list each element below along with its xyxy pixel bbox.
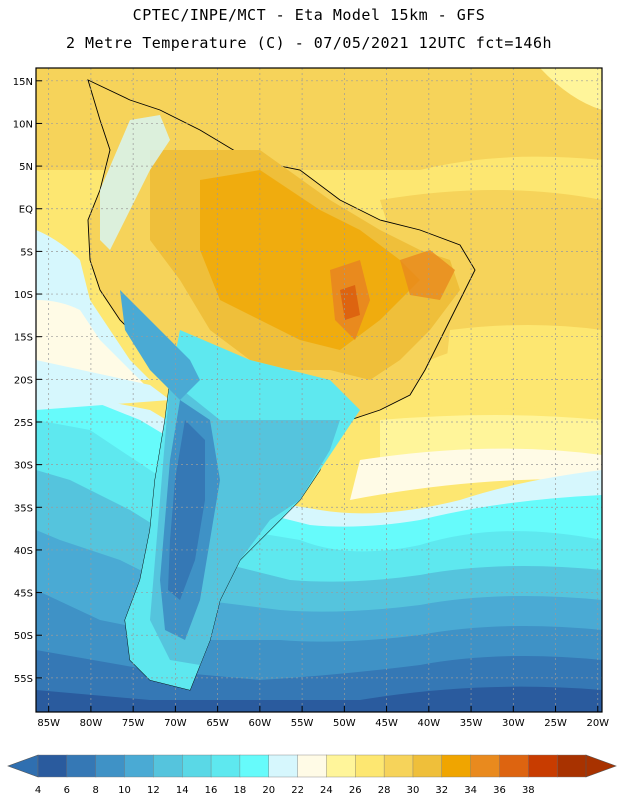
colorbar-swatch (210, 754, 241, 778)
longitude-axis: 85W 80W 75W 70W 65W 60W 55W 50W 45W 40W 35W 30W 25W 2… (37, 706, 609, 729)
lon-tick-label: 40W (418, 718, 441, 729)
lon-tick-label: 30W (502, 718, 525, 729)
colorbar-swatch (239, 754, 270, 778)
colorbar-swatch (556, 754, 587, 778)
colorbar-label: 4 (35, 785, 41, 796)
lon-tick-label: 35W (460, 718, 483, 729)
lon-tick-label: 50W (333, 718, 356, 729)
lat-tick-label: EQ (19, 205, 33, 216)
colorbar-label: 6 (64, 785, 70, 796)
colorbar-label: 8 (92, 785, 98, 796)
lon-tick-label: 75W (122, 718, 145, 729)
lon-tick-label: 45W (375, 718, 398, 729)
colorbar-swatch (66, 754, 97, 778)
lat-tick-label: 5S (20, 247, 33, 258)
colorbar-label: 24 (320, 785, 333, 796)
colorbar-swatch (383, 754, 414, 778)
lat-tick-label: 10N (13, 119, 33, 130)
colorbar-swatch (528, 754, 558, 778)
lon-tick-label: 55W (291, 718, 314, 729)
temperature-field (36, 68, 602, 712)
lat-tick-label: 45S (14, 589, 33, 600)
lon-tick-label: 65W (206, 718, 229, 729)
colorbar-label: 34 (464, 785, 477, 796)
colorbar-swatch (355, 754, 385, 778)
lat-tick-label: 35S (14, 503, 33, 514)
lon-tick-label: 60W (249, 718, 272, 729)
colorbar-swatch (499, 754, 529, 778)
colorbar-swatch (182, 754, 212, 778)
colorbar-swatch (95, 754, 126, 778)
lat-tick-label: 15N (13, 77, 33, 88)
lon-tick-label: 20W (586, 718, 609, 729)
lon-tick-label: 70W (164, 718, 187, 729)
colorbar-label: 26 (349, 785, 362, 796)
latitude-axis: 15N 10N 5N EQ 5S 10S 15S 20S 25S 30S 35S 40S 45S 50S 5… (13, 77, 42, 685)
colorbar: 4 6 8 10 12 14 16 18 20 22 24 26 28 30 32 34 36 38 (7, 754, 617, 796)
colorbar-label: 32 (435, 785, 448, 796)
lat-tick-label: 30S (14, 461, 33, 472)
colorbar-label: 20 (262, 785, 275, 796)
lat-tick-label: 40S (14, 546, 33, 557)
lat-tick-label: 5N (19, 162, 33, 173)
colorbar-swatch (326, 754, 356, 778)
lon-tick-label: 80W (80, 718, 103, 729)
colorbar-label: 22 (291, 785, 304, 796)
map-border (35, 67, 603, 713)
lat-tick-label: 55S (14, 674, 33, 685)
colorbar-swatch (412, 754, 443, 778)
colorbar-swatch (470, 754, 500, 778)
lat-tick-label: 15S (14, 333, 33, 344)
lat-tick-label: 25S (14, 418, 33, 429)
map-title-line2: 2 Metre Temperature (C) - 07/05/2021 12U… (65, 34, 553, 52)
colorbar-label: 12 (147, 785, 160, 796)
colorbar-swatch (268, 754, 299, 778)
lon-tick-label: 85W (37, 718, 60, 729)
colorbar-label: 36 (493, 785, 506, 796)
lat-tick-label: 50S (14, 631, 33, 642)
colorbar-label: 14 (176, 785, 189, 796)
colorbar-swatch (37, 754, 68, 778)
colorbar-label: 16 (205, 785, 218, 796)
colorbar-swatch (153, 754, 183, 778)
colorbar-label: 38 (522, 785, 535, 796)
lat-lon-grid (36, 68, 602, 712)
lat-tick-label: 20S (14, 375, 33, 386)
colorbar-label: 30 (407, 785, 420, 796)
colorbar-label: 28 (378, 785, 391, 796)
colorbar-low-arrow (7, 754, 39, 778)
colorbar-swatch (124, 754, 154, 778)
lat-tick-label: 10S (14, 290, 33, 301)
map-title-line1: CPTEC/INPE/MCT - Eta Model 15km - GFS (132, 6, 486, 24)
colorbar-label: 10 (118, 785, 131, 796)
colorbar-high-arrow (585, 754, 617, 778)
colorbar-swatch (297, 754, 327, 778)
colorbar-swatch (441, 754, 472, 778)
colorbar-label: 18 (234, 785, 247, 796)
lon-tick-label: 25W (544, 718, 567, 729)
